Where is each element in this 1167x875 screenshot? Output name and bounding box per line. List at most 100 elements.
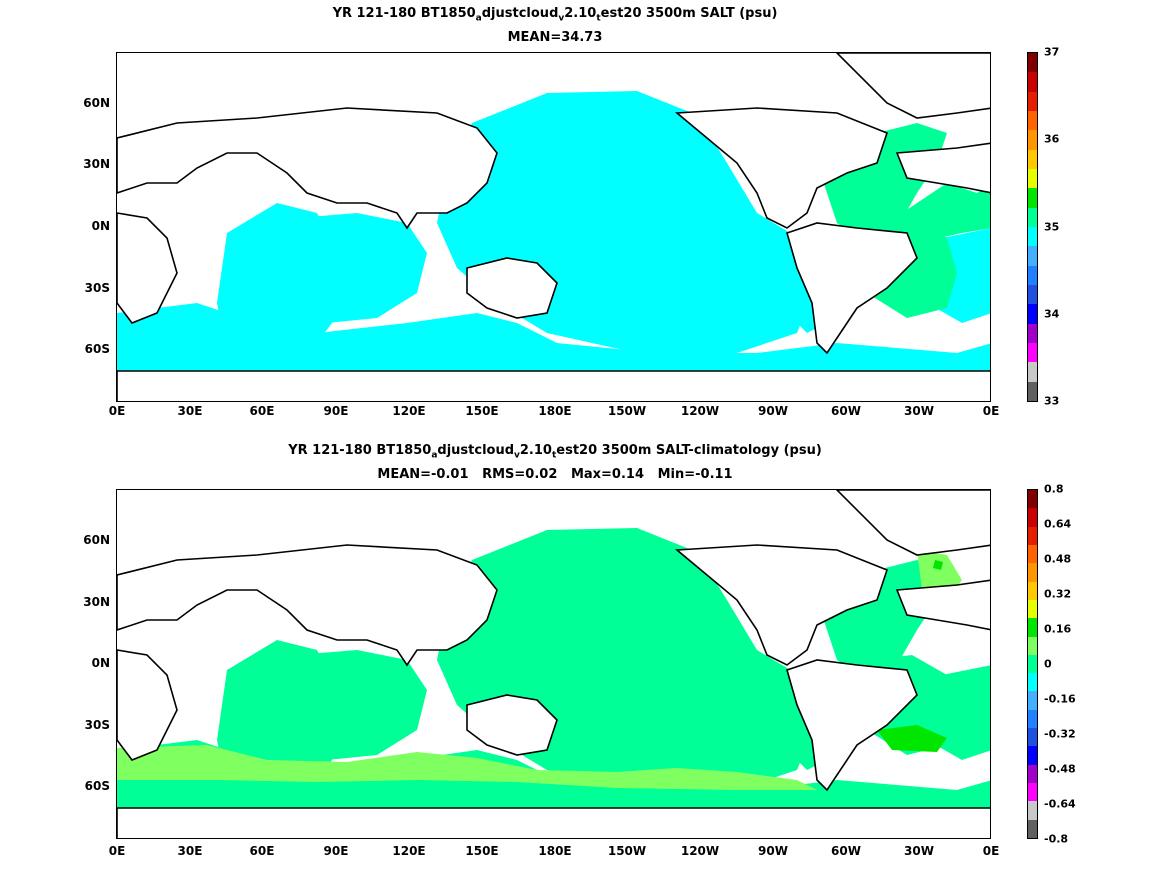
- bottom-map-panel: [116, 489, 991, 839]
- bottom-lon-label: 90E: [323, 844, 349, 858]
- colorbar-swatch: [1028, 72, 1037, 92]
- top-colorbar: [1027, 52, 1038, 402]
- top-lon-label: 0E: [982, 404, 1000, 418]
- bottom-lat-label: 30S: [84, 718, 110, 732]
- top-cbar-label: 37: [1044, 45, 1060, 59]
- colorbar-swatch: [1028, 691, 1037, 710]
- colorbar-swatch: [1028, 284, 1037, 305]
- top-lon-label: 120E: [392, 404, 426, 418]
- bottom-lon-label: 60E: [249, 844, 275, 858]
- bottom-cbar-label: -0.48: [1044, 762, 1076, 776]
- bottom-lat-label: 60N: [83, 533, 110, 547]
- colorbar-swatch: [1028, 709, 1037, 729]
- colorbar-swatch: [1028, 654, 1037, 674]
- bottom-cbar-label: -0.16: [1044, 692, 1076, 706]
- top-continents: [117, 53, 990, 401]
- colorbar-swatch: [1028, 618, 1037, 637]
- top-lon-label: 60W: [831, 404, 861, 418]
- bottom-lat-label: 60S: [84, 779, 110, 793]
- top-cbar-label: 34: [1044, 307, 1060, 321]
- colorbar-swatch: [1028, 304, 1037, 324]
- colorbar-swatch: [1028, 91, 1037, 111]
- bottom-lon-label: 150E: [465, 844, 499, 858]
- bottom-lon-label: 60W: [831, 844, 861, 858]
- top-lon-label: 60E: [249, 404, 275, 418]
- bottom-cbar-label: 0.48: [1044, 552, 1072, 566]
- bottom-cbar-label: -0.8: [1044, 832, 1069, 846]
- top-cbar-label: 35: [1044, 220, 1060, 234]
- colorbar-swatch: [1028, 636, 1037, 655]
- top-cbar-label: 33: [1044, 394, 1060, 408]
- colorbar-swatch: [1028, 323, 1037, 343]
- colorbar-swatch: [1028, 149, 1037, 169]
- bottom-cbar-label: -0.32: [1044, 727, 1076, 741]
- colorbar-swatch: [1028, 362, 1037, 382]
- top-lon-label: 150E: [465, 404, 499, 418]
- bottom-cbar-label: 0: [1044, 657, 1052, 671]
- colorbar-swatch: [1028, 544, 1037, 564]
- colorbar-swatch: [1028, 207, 1037, 227]
- bottom-lon-label: 30E: [177, 844, 203, 858]
- colorbar-swatch: [1028, 563, 1037, 582]
- bottom-cbar-label: -0.64: [1044, 797, 1076, 811]
- top-lon-label: 30E: [177, 404, 203, 418]
- colorbar-swatch: [1028, 508, 1037, 527]
- colorbar-swatch: [1028, 526, 1037, 545]
- bottom-brightgreen-regions: [877, 560, 947, 752]
- colorbar-swatch: [1028, 110, 1037, 131]
- bottom-lon-label: 150W: [607, 844, 647, 858]
- top-lon-label: 120W: [680, 404, 720, 418]
- bottom-cbar-label: 0.32: [1044, 587, 1072, 601]
- bottom-lon-label: 120E: [392, 844, 426, 858]
- top-lon-label: 90W: [758, 404, 788, 418]
- bottom-lon-label: 90W: [758, 844, 788, 858]
- top-lat-label: 30N: [83, 157, 110, 171]
- colorbar-swatch: [1028, 746, 1037, 765]
- colorbar-swatch: [1028, 188, 1037, 208]
- colorbar-swatch: [1028, 342, 1037, 363]
- top-lat-label: 60N: [83, 96, 110, 110]
- top-lat-label: 30S: [84, 281, 110, 295]
- colorbar-swatch: [1028, 764, 1037, 783]
- colorbar-swatch: [1028, 728, 1037, 747]
- bottom-lat-label: 0N: [91, 656, 110, 670]
- top-map-panel: [116, 52, 991, 402]
- colorbar-swatch: [1028, 490, 1037, 509]
- top-lon-label: 150W: [607, 404, 647, 418]
- top-map-subtitle: MEAN=34.73: [507, 30, 603, 45]
- colorbar-swatch: [1028, 819, 1037, 838]
- colorbar-swatch: [1028, 599, 1037, 619]
- bottom-lon-label: 0E: [982, 844, 1000, 858]
- top-lon-label: 90E: [323, 404, 349, 418]
- top-lon-label: 30W: [904, 404, 934, 418]
- colorbar-swatch: [1028, 130, 1037, 150]
- top-lon-label: 180E: [538, 404, 572, 418]
- top-map-title: YR 121-180 BT1850adjustcloudv2.10test20 …: [332, 6, 778, 24]
- colorbar-swatch: [1028, 783, 1037, 802]
- bottom-map-subtitle: MEAN=-0.01 RMS=0.02 Max=0.14 Min=-0.11: [377, 467, 733, 482]
- bottom-lon-label: 0E: [108, 844, 126, 858]
- colorbar-swatch: [1028, 801, 1037, 820]
- bottom-lon-label: 30W: [904, 844, 934, 858]
- top-cbar-label: 36: [1044, 132, 1060, 146]
- colorbar-swatch: [1028, 381, 1037, 401]
- colorbar-swatch: [1028, 53, 1037, 73]
- bottom-lon-label: 120W: [680, 844, 720, 858]
- bottom-lat-label: 30N: [83, 595, 110, 609]
- colorbar-swatch: [1028, 246, 1037, 266]
- bottom-cbar-label: 0.8: [1044, 482, 1064, 496]
- bottom-map-title: YR 121-180 BT1850adjustcloudv2.10test20 …: [288, 443, 822, 461]
- bottom-cbar-label: 0.16: [1044, 622, 1072, 636]
- bottom-anomaly-map: [117, 490, 990, 838]
- colorbar-swatch: [1028, 581, 1037, 600]
- bottom-cbar-label: 0.64: [1044, 517, 1072, 531]
- top-lat-label: 60S: [84, 342, 110, 356]
- colorbar-swatch: [1028, 265, 1037, 285]
- colorbar-swatch: [1028, 168, 1037, 189]
- top-salinity-map: [117, 53, 990, 401]
- bottom-colorbar: [1027, 489, 1038, 839]
- bottom-continents: [117, 490, 990, 838]
- colorbar-swatch: [1028, 226, 1037, 247]
- top-lon-label: 0E: [108, 404, 126, 418]
- top-lat-label: 0N: [91, 219, 110, 233]
